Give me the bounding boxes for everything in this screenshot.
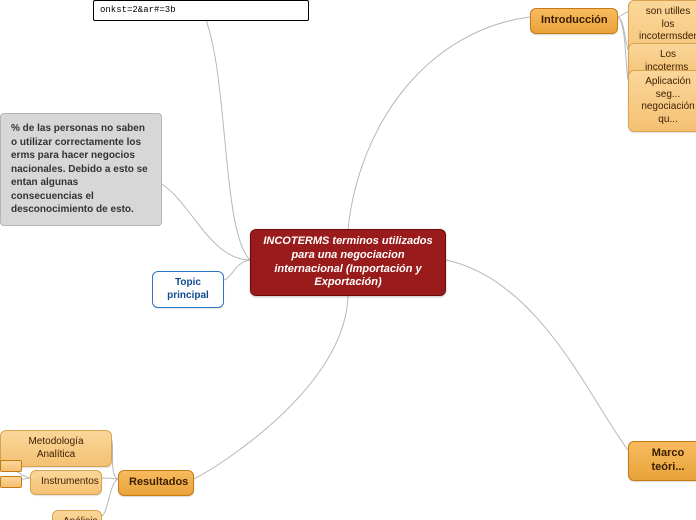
problem-statement-note[interactable]: % de las personas no saben o utilizar co… <box>0 113 162 226</box>
topic-principal-node[interactable]: Topic principal <box>152 271 224 308</box>
instrumentos-subnode-2[interactable] <box>0 476 22 488</box>
analisis-node[interactable]: Análisis <box>52 510 102 520</box>
instrumentos-subnode-1[interactable] <box>0 460 22 472</box>
resultados-node[interactable]: Resultados <box>118 470 194 496</box>
marco-teorico-node[interactable]: Marco teóri... <box>628 441 696 481</box>
center-node[interactable]: INCOTERMS terminos utilizados para una n… <box>250 229 446 296</box>
intro-subnode-3[interactable]: Aplicación seg... negociación qu... <box>628 70 696 132</box>
instrumentos-node[interactable]: Instrumentos <box>30 470 102 495</box>
attachment-url-box[interactable]: onkst=2&ar#=3b <box>93 0 309 21</box>
introduccion-node[interactable]: Introducción <box>530 8 618 34</box>
mindmap-canvas: INCOTERMS terminos utilizados para una n… <box>0 0 696 520</box>
